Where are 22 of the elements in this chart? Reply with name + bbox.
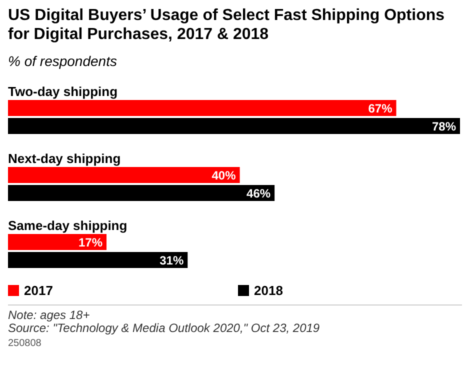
y-tick-label: Next-day shipping [8,151,121,166]
source-note: Source: "Technology & Media Outlook 2020," Oct 23, 2019 [8,321,320,335]
legend-label: 2018 [254,283,283,298]
data-label: 67% [368,102,393,116]
bar [8,167,240,183]
legend-label: 2017 [24,283,53,298]
data-label: 40% [212,168,236,182]
bar [8,252,188,268]
chart-subtitle: % of respondents [8,53,117,69]
y-tick-label: Two-day shipping [8,84,118,99]
bar [8,118,460,134]
y-tick-label: Same-day shipping [8,218,128,233]
data-label: 46% [246,186,271,200]
text: 250808 [8,338,42,349]
data-label: 78% [432,120,456,134]
chart-title: US Digital Buyers’ Usage of Select Fast Shipping Options for Digital Purchases, 2017 & 2018 [8,7,445,43]
data-label: 17% [78,236,103,250]
data-label: 31% [160,254,184,268]
bar [8,100,396,116]
bar [8,234,107,250]
bar [8,185,275,201]
text: Note: ages 18+ [8,308,90,322]
